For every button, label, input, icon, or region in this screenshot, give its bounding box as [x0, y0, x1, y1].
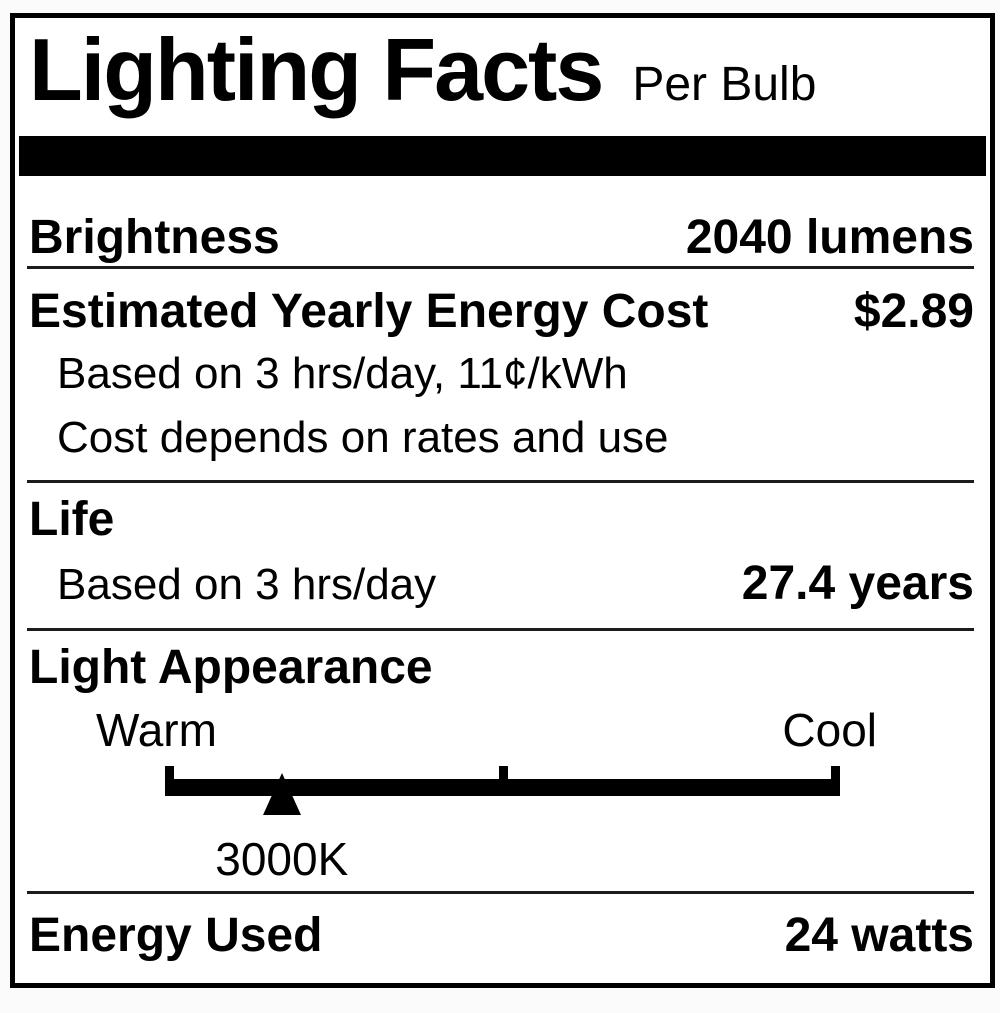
label-subtitle: Per Bulb: [632, 58, 817, 111]
life-heading-row: Life: [29, 492, 974, 548]
energy-cost-value: $2.89: [853, 285, 974, 338]
divider: [27, 480, 974, 483]
brightness-label: Brightness: [29, 211, 280, 264]
life-value-row: Based on 3 hrs/day 27.4 years: [57, 556, 974, 612]
marker-value: 3000K: [215, 833, 349, 885]
header-separator-bar: [19, 136, 986, 176]
energy-used-row: Energy Used 24 watts: [29, 908, 974, 964]
divider: [27, 266, 974, 269]
energy-cost-label: Estimated Yearly Energy Cost: [29, 285, 709, 338]
energy-used-label: Energy Used: [29, 909, 323, 962]
marker-triangle-icon: [262, 773, 301, 815]
scale-endpoint-labels: Warm Cool: [96, 704, 877, 756]
divider: [27, 628, 974, 631]
divider: [27, 891, 974, 894]
life-note-basis: Based on 3 hrs/day: [57, 560, 437, 609]
brightness-value: 2040 lumens: [685, 211, 974, 264]
life-label: Life: [29, 493, 115, 546]
energy-cost-note-basis: Based on 3 hrs/day, 11¢/kWh: [57, 349, 628, 398]
label-title: Lighting Facts: [29, 20, 604, 119]
energy-cost-row: Estimated Yearly Energy Cost $2.89: [29, 284, 974, 340]
energy-used-value: 24 watts: [784, 909, 974, 962]
color-temperature-scale: 3000K: [165, 766, 840, 896]
scale-bar: [165, 779, 840, 796]
energy-cost-note-rates: Cost depends on rates and use: [57, 413, 669, 462]
brightness-row: Brightness 2040 lumens: [29, 210, 974, 266]
lighting-facts-label: Lighting Facts Per Bulb Brightness 2040 …: [10, 13, 995, 988]
label-header: Lighting Facts Per Bulb: [29, 26, 976, 114]
warm-label: Warm: [96, 704, 217, 756]
life-value: 27.4 years: [741, 557, 974, 610]
light-appearance-label: Light Appearance: [29, 641, 433, 694]
cool-label: Cool: [782, 704, 877, 756]
light-appearance-heading-row: Light Appearance: [29, 640, 974, 696]
